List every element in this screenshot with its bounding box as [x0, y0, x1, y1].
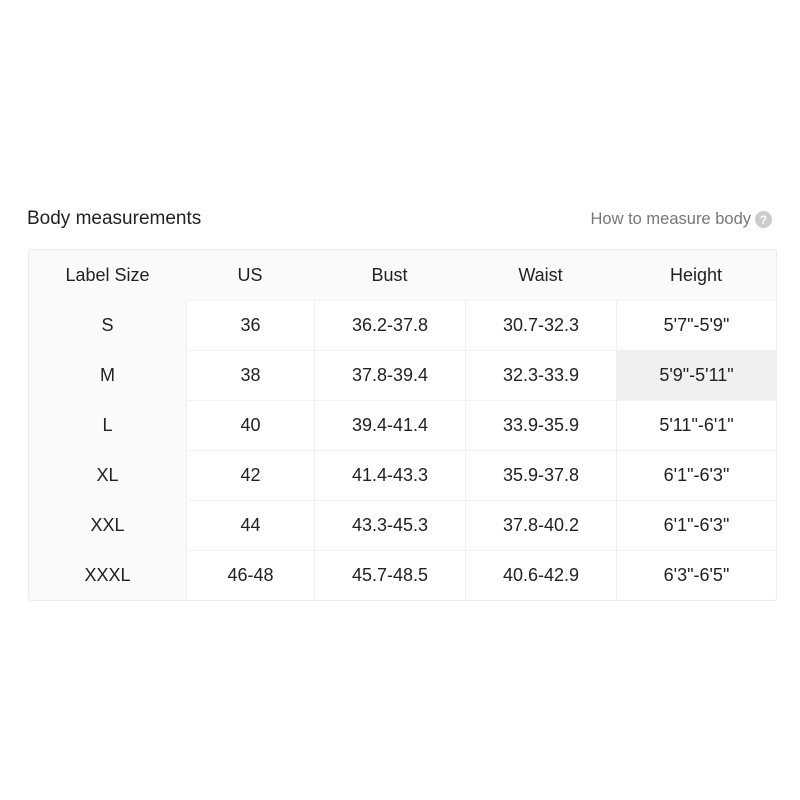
table-row: XXL 44 43.3-45.3 37.8-40.2 6'1"-6'3"	[29, 500, 776, 550]
table-cell: 37.8-39.4	[314, 350, 465, 400]
table-body: S 36 36.2-37.8 30.7-32.3 5'7"-5'9" M 38 37.8-39…	[29, 300, 776, 600]
table-cell: 32.3-33.9	[465, 350, 616, 400]
table-cell: 30.7-32.3	[465, 300, 616, 350]
row-label-cell: XXXL	[84, 564, 131, 585]
question-circle-icon[interactable]: ?	[755, 211, 772, 228]
column-header: US	[237, 264, 263, 285]
table-cell: 6'1"-6'3"	[616, 450, 776, 500]
table-row: XXXL 46-48 45.7-48.5 40.6-42.9 6'3"-6'5"	[29, 550, 776, 600]
table-cell: 5'7"-5'9"	[616, 300, 776, 350]
table-cell: 41.4-43.3	[314, 450, 465, 500]
size-chart-table: Label Size US Bust Waist Height S 36 36.2-…	[28, 249, 777, 601]
table-row: L 40 39.4-41.4 33.9-35.9 5'11"-6'1"	[29, 400, 776, 450]
table-cell: 44	[186, 500, 314, 550]
table-cell: 33.9-35.9	[465, 400, 616, 450]
table-cell: 35.9-37.8	[465, 450, 616, 500]
table-cell: 40.6-42.9	[465, 550, 616, 600]
table-cell: 6'3"-6'5"	[616, 550, 776, 600]
row-label-cell: L	[102, 414, 113, 435]
table-header-row: Label Size US Bust Waist Height	[29, 250, 776, 300]
table-cell: 6'1"-6'3"	[616, 500, 776, 550]
table-cell: 37.8-40.2	[465, 500, 616, 550]
table-cell: 42	[186, 450, 314, 500]
how-to-measure-label: How to measure body	[590, 210, 752, 228]
column-header: Label Size	[65, 264, 150, 285]
table-cell: 46-48	[186, 550, 314, 600]
table-cell: 36	[186, 300, 314, 350]
table-cell: 36.2-37.8	[314, 300, 465, 350]
table-row: XL 42 41.4-43.3 35.9-37.8 6'1"-6'3"	[29, 450, 776, 500]
section-title: Body measurements	[27, 208, 202, 229]
table-cell: 39.4-41.4	[314, 400, 465, 450]
table-cell: 38	[186, 350, 314, 400]
column-header: Waist	[518, 264, 563, 285]
table-cell: 5'9"-5'11"	[616, 350, 776, 400]
table-cell: 5'11"-6'1"	[616, 400, 776, 450]
row-label-cell: M	[100, 364, 115, 385]
table-row: M 38 37.8-39.4 32.3-33.9 5'9"-5'11"	[29, 350, 776, 400]
table-cell: 43.3-45.3	[314, 500, 465, 550]
column-header: Bust	[371, 264, 408, 285]
how-to-measure-link[interactable]: How to measure body ?	[590, 210, 772, 229]
table-cell: 45.7-48.5	[314, 550, 465, 600]
row-label-cell: XL	[96, 464, 119, 485]
row-label-cell: S	[101, 314, 114, 335]
row-label-cell: XXL	[90, 514, 125, 535]
table-cell: 40	[186, 400, 314, 450]
table-row: S 36 36.2-37.8 30.7-32.3 5'7"-5'9"	[29, 300, 776, 350]
column-header: Height	[669, 264, 723, 285]
